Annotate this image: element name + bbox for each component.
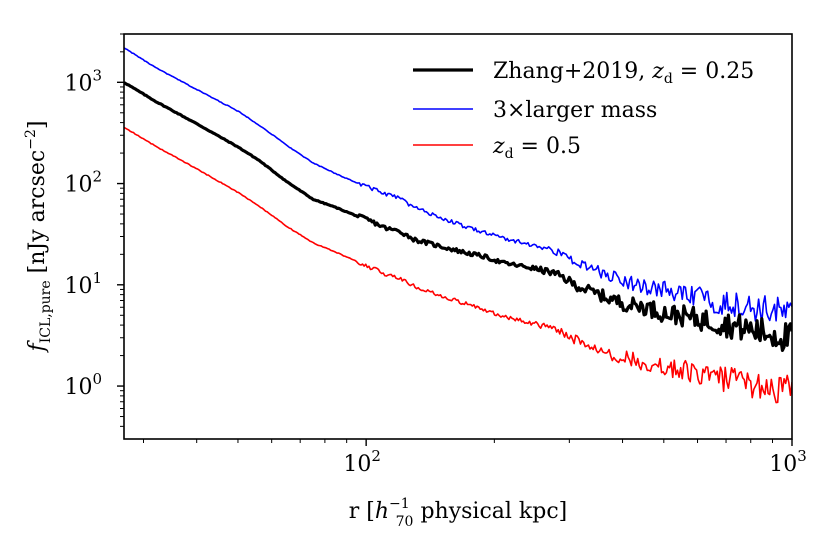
x-tick-label-1: 103 xyxy=(769,447,807,477)
series-line-0 xyxy=(124,81,792,352)
x-axis-label-sup: −1 xyxy=(389,496,410,512)
x-axis-label: r [h−1 70 physical kpc] xyxy=(349,496,568,530)
major-tick-layer: 102 103 100 101 102 103 xyxy=(64,66,806,477)
legend: Zhang+2019, zd = 0.25 3×larger mass zd =… xyxy=(413,59,754,162)
x-tick-label-0: 102 xyxy=(343,447,381,477)
legend-entry-larger-mass: 3×larger mass xyxy=(413,98,657,123)
x-axis-label-suffix: physical kpc] xyxy=(413,499,567,524)
y-tick-label-2: 102 xyxy=(64,168,102,198)
legend-entry-zd05: zd = 0.5 xyxy=(413,134,581,162)
legend-label-zhang: Zhang+2019, zd = 0.25 xyxy=(493,59,754,87)
y-axis-label-unit: [nJy arcsec xyxy=(25,150,50,281)
legend-label-larger-mass: 3×larger mass xyxy=(493,98,657,123)
y-tick-label-0: 100 xyxy=(64,370,102,400)
y-axis-label-sup: −2 xyxy=(23,129,39,150)
plot-frame xyxy=(123,33,793,440)
y-axis-label-sub: ICL,pure xyxy=(38,280,54,343)
x-axis-label-prefix: r [ xyxy=(349,499,375,524)
y-tick-label-1: 101 xyxy=(64,269,102,299)
y-axis-label-close: ] xyxy=(25,121,50,130)
series-line-1 xyxy=(124,47,792,324)
x-axis-label-h: h xyxy=(375,499,389,524)
series-layer xyxy=(124,47,792,404)
legend-entry-zhang: Zhang+2019, zd = 0.25 xyxy=(413,59,754,87)
legend-label-zd05: zd = 0.5 xyxy=(492,134,581,162)
x-axis-label-sub: 70 xyxy=(396,514,414,530)
series-line-2 xyxy=(124,126,792,404)
y-tick-label-3: 103 xyxy=(64,66,102,96)
